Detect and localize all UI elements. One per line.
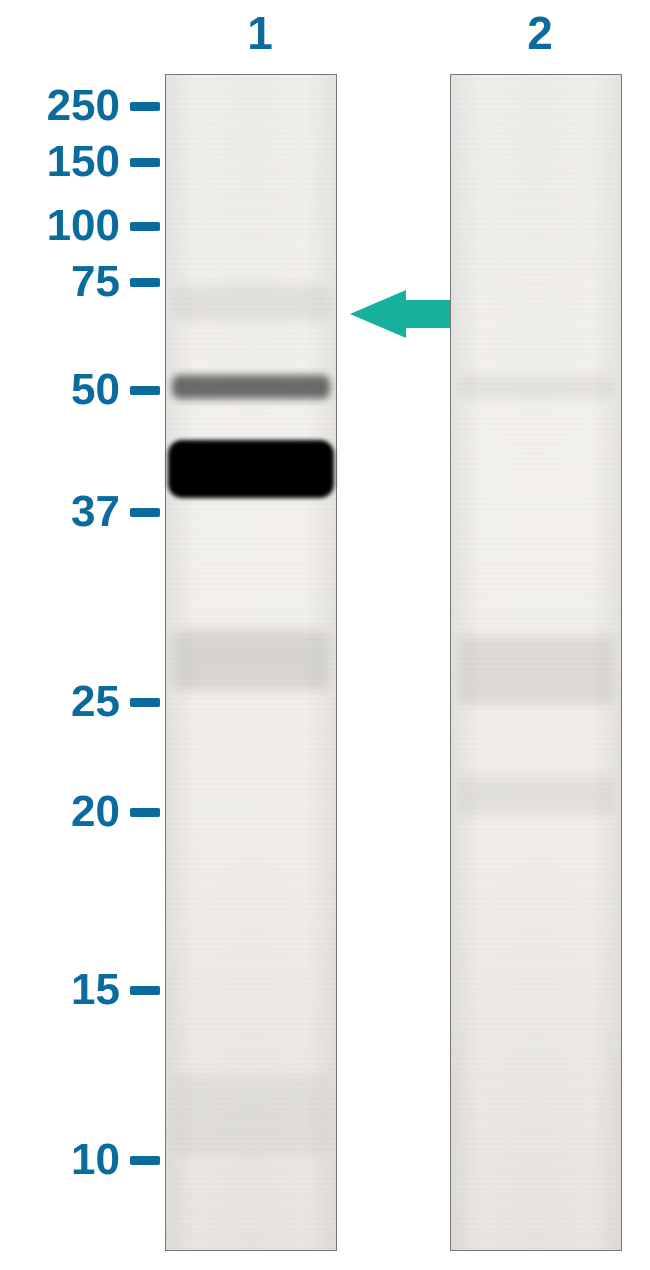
lane-smudge [459, 635, 613, 705]
mw-marker-tick [130, 698, 160, 707]
mw-marker-tick [130, 386, 160, 395]
western-blot-figure: 1 2 250 150 100 75 50 37 25 20 15 10 [0, 0, 650, 1270]
lane-smudge [174, 285, 328, 321]
target-band-arrow [350, 290, 450, 338]
mw-marker-tick [130, 508, 160, 517]
mw-marker-tick [130, 102, 160, 111]
lane-smudge [459, 375, 613, 399]
lane-smudge [174, 1075, 328, 1155]
mw-marker-tick [130, 278, 160, 287]
protein-band [172, 375, 330, 399]
lane-smudge [174, 630, 328, 690]
mw-marker-label: 25 [71, 680, 120, 724]
mw-marker-label: 250 [47, 84, 120, 128]
mw-marker-label: 150 [47, 140, 120, 184]
arrow-head-icon [350, 290, 406, 338]
mw-marker-tick [130, 222, 160, 231]
mw-marker-label: 37 [71, 490, 120, 534]
arrow-stem [406, 300, 450, 328]
lane-2-strip [450, 74, 622, 1251]
mw-marker-label: 100 [47, 204, 120, 248]
mw-marker-tick [130, 158, 160, 167]
lane-2-label: 2 [495, 6, 585, 60]
mw-marker-label: 15 [71, 968, 120, 1012]
protein-band [168, 440, 334, 498]
mw-marker-tick [130, 1156, 160, 1165]
mw-marker-label: 75 [71, 260, 120, 304]
mw-marker-tick [130, 986, 160, 995]
mw-marker-label: 20 [71, 790, 120, 834]
lane-1-label: 1 [215, 6, 305, 60]
lane-smudge [459, 775, 613, 815]
mw-marker-tick [130, 808, 160, 817]
mw-marker-label: 10 [71, 1138, 120, 1182]
lane-1-strip [165, 74, 337, 1251]
mw-marker-label: 50 [71, 368, 120, 412]
